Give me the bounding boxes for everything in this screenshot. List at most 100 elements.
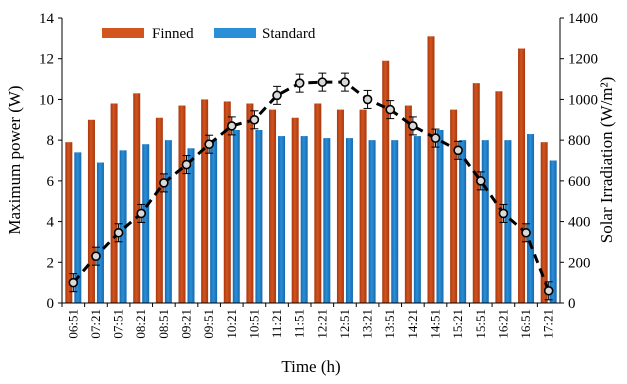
irradiation-point: [272, 90, 282, 101]
bar-standard: [164, 140, 172, 303]
irradiation-point: [226, 121, 237, 131]
bar-finned: [359, 109, 367, 303]
x-tick-label: 11:51: [292, 309, 307, 338]
x-tick-label: 15:21: [450, 309, 465, 339]
y-tick-label: 14: [39, 11, 55, 27]
bar-finned: [495, 91, 503, 304]
irradiation-point: [475, 176, 486, 186]
y2-axis-title: Solar Irradiation (W/m²): [597, 77, 616, 244]
bar-standard: [459, 140, 467, 303]
legend-swatch-finned: [102, 28, 144, 38]
bar-finned: [201, 99, 209, 303]
bar-finned: [382, 60, 390, 303]
left-y-ticks: 0 2 4 6 8 10 12 14: [39, 11, 62, 312]
irradiation-point: [317, 77, 328, 87]
legend-label-standard: Standard: [262, 26, 316, 42]
bar-finned: [336, 109, 344, 303]
bar-standard: [549, 160, 557, 303]
bar-finned: [427, 36, 435, 303]
bar-finned: [404, 105, 412, 304]
bar-finned: [223, 101, 231, 303]
y-tick-label: 12: [39, 52, 54, 68]
x-tick-label: 11:21: [269, 309, 284, 338]
y2-tick-label: 1200: [568, 52, 598, 68]
bar-standard: [368, 140, 376, 303]
legend: Finned Standard: [102, 26, 316, 42]
bar-standard: [527, 134, 535, 303]
irradiation-line-layer: [68, 72, 554, 301]
x-tick-label: 09:21: [179, 309, 194, 339]
bar-finned: [87, 119, 95, 304]
bar-standard: [481, 140, 489, 303]
y2-tick-label: 1400: [568, 11, 598, 27]
x-tick-label: 08:21: [133, 309, 148, 339]
x-tick-label: 13:21: [360, 309, 375, 339]
x-tick-label: 07:21: [88, 309, 103, 339]
irradiation-point: [543, 285, 554, 296]
irradiation-point: [181, 159, 192, 170]
irradiation-point: [113, 227, 124, 238]
bar-standard: [119, 150, 127, 303]
x-tick-label: 07:51: [111, 309, 126, 339]
bar-standard: [255, 129, 263, 303]
irradiation-point: [340, 77, 350, 87]
irradiation-point: [362, 94, 373, 105]
bar-standard: [391, 140, 399, 303]
bar-finned: [540, 142, 548, 303]
x-ticks: 06:51 07:21 07:51 08:21 08:51 09:21 09:51 10:21…: [61, 303, 556, 339]
legend-swatch-standard: [214, 28, 256, 38]
bar-standard: [413, 136, 421, 303]
y2-tick-label: 200: [568, 255, 591, 271]
bar-finned: [269, 109, 277, 303]
irradiation-point: [430, 133, 441, 143]
irradiation-point: [453, 145, 463, 156]
bar-finned: [518, 48, 526, 304]
y2-tick-label: 1000: [568, 92, 598, 108]
bar-finned: [314, 103, 322, 303]
y-tick-label: 4: [47, 215, 55, 231]
irradiation-point: [159, 178, 169, 188]
x-tick-label: 14:51: [428, 309, 443, 339]
x-tick-label: 12:51: [337, 309, 352, 339]
irradiation-point: [498, 208, 509, 219]
bar-finned: [110, 103, 118, 303]
x-tick-label: 14:21: [405, 309, 420, 339]
bar-finned: [155, 117, 163, 303]
irradiation-point: [249, 114, 260, 125]
bar-standard: [142, 144, 150, 303]
x-tick-label: 10:51: [246, 309, 261, 339]
bar-finned: [472, 83, 480, 304]
x-tick-label: 09:51: [201, 309, 216, 339]
bar-finned: [65, 142, 73, 303]
irradiation-point: [408, 121, 418, 131]
x-tick-label: 17:21: [541, 309, 556, 339]
bar-finned: [450, 109, 458, 303]
y-axis-title: Maximum power (W): [5, 85, 24, 234]
bar-standard: [300, 136, 308, 303]
x-tick-label: 06:51: [65, 309, 80, 339]
y2-tick-label: 800: [568, 133, 591, 149]
bar-standard: [232, 129, 240, 303]
x-axis-title: Time (h): [281, 357, 340, 376]
irradiation-point: [294, 78, 305, 88]
irradiation-point: [68, 277, 79, 288]
x-tick-label: 12:21: [314, 309, 329, 339]
y-tick-label: 2: [47, 255, 55, 271]
bar-finned: [291, 117, 299, 303]
x-tick-label: 08:51: [156, 309, 171, 339]
x-tick-label: 16:51: [518, 309, 533, 339]
y2-tick-label: 600: [568, 174, 591, 190]
bar-finned: [178, 105, 186, 304]
bar-finned: [133, 93, 141, 303]
bar-standard: [187, 148, 195, 303]
x-tick-label: 15:51: [473, 309, 488, 339]
irradiation-point: [91, 251, 101, 261]
bar-standard: [278, 136, 286, 303]
irradiation-point: [136, 208, 147, 219]
bar-standard: [74, 152, 82, 303]
y-tick-label: 10: [39, 92, 54, 108]
irradiation-point: [204, 139, 214, 150]
bar-standard: [504, 140, 512, 303]
